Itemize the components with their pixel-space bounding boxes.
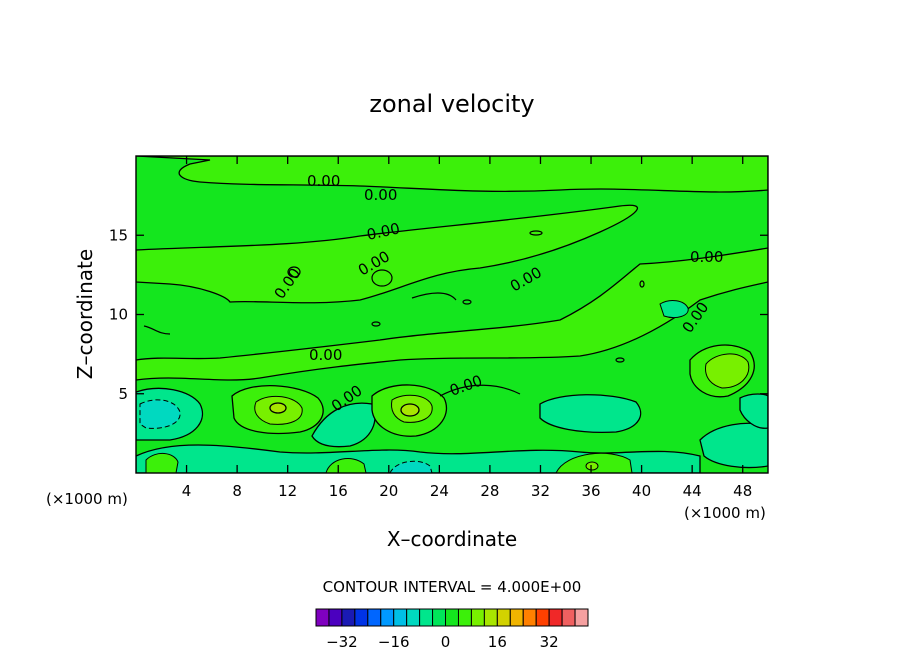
x-tick-label: 4 [182,482,192,500]
y-axis-label: Z–coordinate [73,249,97,379]
cell-negative-3 [539,394,642,434]
contour-label: 0.00 [364,186,397,204]
cell-negative-5 [739,393,768,429]
contour-line-3 [143,325,171,335]
colorbar-swatch [548,608,563,627]
small-contour-f [615,357,625,363]
colorbar-swatch [380,608,395,627]
colorbar-swatch [393,608,408,627]
contour-label: 0.00 [309,346,342,364]
small-contour-e [371,321,381,327]
contour-line-2 [439,384,521,397]
colorbar-swatch [328,608,343,627]
x-axis: 4 8 12 16 20 24 28 32 36 40 44 48 [182,156,752,500]
cell-positive-1-core [269,402,287,414]
small-contour-g [462,299,472,305]
colorbar-swatch [470,608,485,627]
x-unit-right: (×1000 m) [684,504,766,522]
small-contour-a [371,269,393,287]
contour-field [136,156,768,473]
colorbar-swatch [509,608,524,627]
x-tick-label: 32 [531,482,550,500]
x-tick-label: 28 [480,482,499,500]
band-0-4-middle [136,204,639,304]
x-unit-left: (×1000 m) [46,490,128,508]
colorbar-swatch [367,608,382,627]
colorbar-swatch [457,608,472,627]
colorbar-tick-label: 16 [488,633,507,651]
colorbar-swatch [315,608,330,627]
cell-negative-1-inner [139,399,181,429]
colorbar-tick-label: 0 [441,633,451,651]
x-tick-label: 40 [632,482,651,500]
band-0-4-right [136,247,768,381]
band-neg-right [659,300,689,319]
small-contour-d [639,280,645,288]
bottom-strip-positive-mid [325,458,367,473]
x-tick-label: 12 [278,482,297,500]
x-tick-label: 36 [581,482,600,500]
x-tick-label: 44 [683,482,702,500]
colorbar: −32 −16 0 16 32 [315,608,589,651]
y-tick-label: 15 [109,226,128,244]
x-tick-label: 24 [430,482,449,500]
contour-interval-text: CONTOUR INTERVAL = 4.000E+00 [323,578,582,596]
cell-negative-2 [311,402,376,448]
x-axis-label: X–coordinate [387,527,517,551]
y-tick-label: 10 [109,306,128,324]
small-contour-c [529,230,543,236]
bottom-strip-positive-left [145,453,179,473]
chart-title: zonal velocity [369,90,534,118]
colorbar-tick-label: −32 [326,633,358,651]
colorbar-swatch [535,608,550,627]
colorbar-swatch [419,608,434,627]
colorbar-swatch [354,608,369,627]
band-0-4-upper [136,156,768,193]
small-contour-b [287,266,301,278]
x-tick-label: 48 [733,482,752,500]
colorbar-swatch [406,608,421,627]
bottom-strip-dot [585,461,599,471]
contour-label: 0.00 [690,248,723,266]
colorbar-swatch [522,608,537,627]
colorbar-swatch [496,608,511,627]
cell-negative-4 [699,422,768,469]
x-tick-label: 16 [329,482,348,500]
y-tick-label: 5 [118,385,128,403]
bottom-strip-neg-core [389,460,433,473]
colorbar-swatch [432,608,447,627]
cell-positive-2-core [400,403,420,417]
colorbar-swatch [483,608,498,627]
colorbar-swatch [445,608,459,627]
x-tick-label: 20 [379,482,398,500]
y-axis: 5 10 15 [109,226,768,403]
colorbar-tick-label: −16 [378,633,410,651]
colorbar-tick-label: 32 [540,633,559,651]
contour-label: 0.00 [307,172,340,190]
x-tick-label: 8 [232,482,242,500]
bottom-strip-negative [136,444,701,473]
cell-positive-3-inner [705,353,750,389]
colorbar-swatch [341,608,356,627]
colorbar-swatch [574,608,589,627]
contour-line-1 [411,292,457,301]
colorbar-swatch [561,608,576,627]
